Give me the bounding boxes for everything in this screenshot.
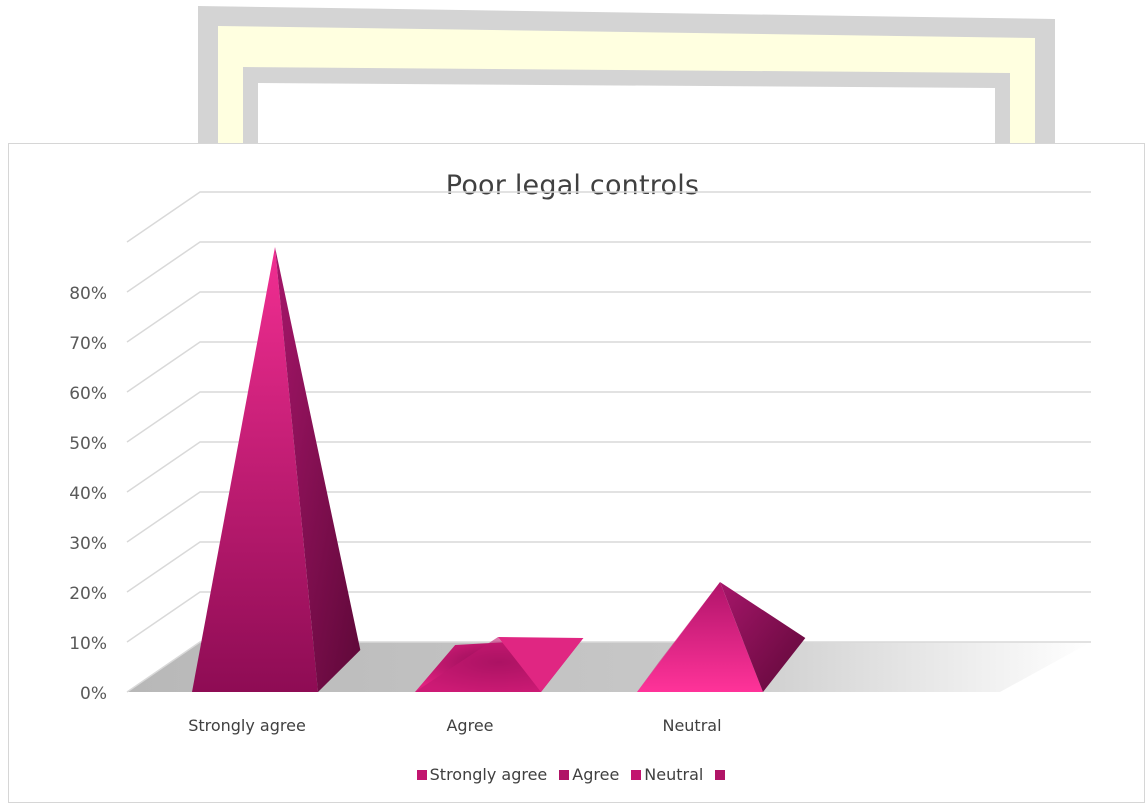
bar-face	[637, 582, 763, 692]
legend-label: Strongly agree	[429, 765, 548, 784]
plot-floor	[127, 642, 1091, 692]
gridline	[126, 541, 1091, 593]
y-tick-label: 80%	[69, 284, 107, 304]
chart-area	[8, 143, 1145, 803]
gridline	[126, 291, 1091, 343]
bar-face	[192, 247, 318, 692]
x-category-label: Strongly agree	[188, 716, 306, 735]
bar-1	[192, 247, 361, 692]
y-tick-label: 0%	[80, 684, 107, 704]
legend-swatch	[631, 769, 642, 780]
bar-2	[415, 637, 584, 692]
bar-face	[415, 637, 541, 692]
y-tick-label: 50%	[69, 434, 107, 454]
legend-swatch	[416, 769, 427, 780]
bar-face	[720, 582, 806, 692]
legend: Strongly agree Agree Neutral	[0, 765, 1145, 784]
legend-item: Agree	[559, 765, 619, 784]
gridline	[126, 191, 1091, 243]
legend-item	[715, 769, 728, 780]
legend-swatch	[559, 769, 570, 780]
legend-label: Neutral	[644, 765, 704, 784]
legend-swatch	[715, 769, 726, 780]
chart-title: Poor legal controls	[445, 170, 700, 201]
legend-item: Neutral	[631, 765, 703, 784]
gridline	[126, 391, 1091, 443]
bar-face	[637, 582, 720, 692]
x-category-label: Agree	[446, 716, 493, 735]
y-tick-label: 60%	[69, 384, 107, 404]
y-tick-label: 30%	[69, 534, 107, 554]
y-tick-label: 20%	[69, 584, 107, 604]
bar-3	[637, 582, 806, 692]
gridline	[126, 341, 1091, 393]
bar-face	[498, 637, 584, 692]
bar-face	[275, 247, 361, 692]
legend-label: Agree	[572, 765, 620, 784]
y-tick-label: 40%	[69, 484, 107, 504]
gridline	[126, 441, 1091, 493]
x-category-label: Neutral	[662, 716, 721, 735]
gridline	[126, 591, 1091, 643]
gridline	[126, 241, 1091, 293]
y-tick-label: 70%	[69, 334, 107, 354]
legend-item: Strongly agree	[416, 765, 548, 784]
gridline	[126, 491, 1091, 543]
y-tick-label: 10%	[69, 634, 107, 654]
